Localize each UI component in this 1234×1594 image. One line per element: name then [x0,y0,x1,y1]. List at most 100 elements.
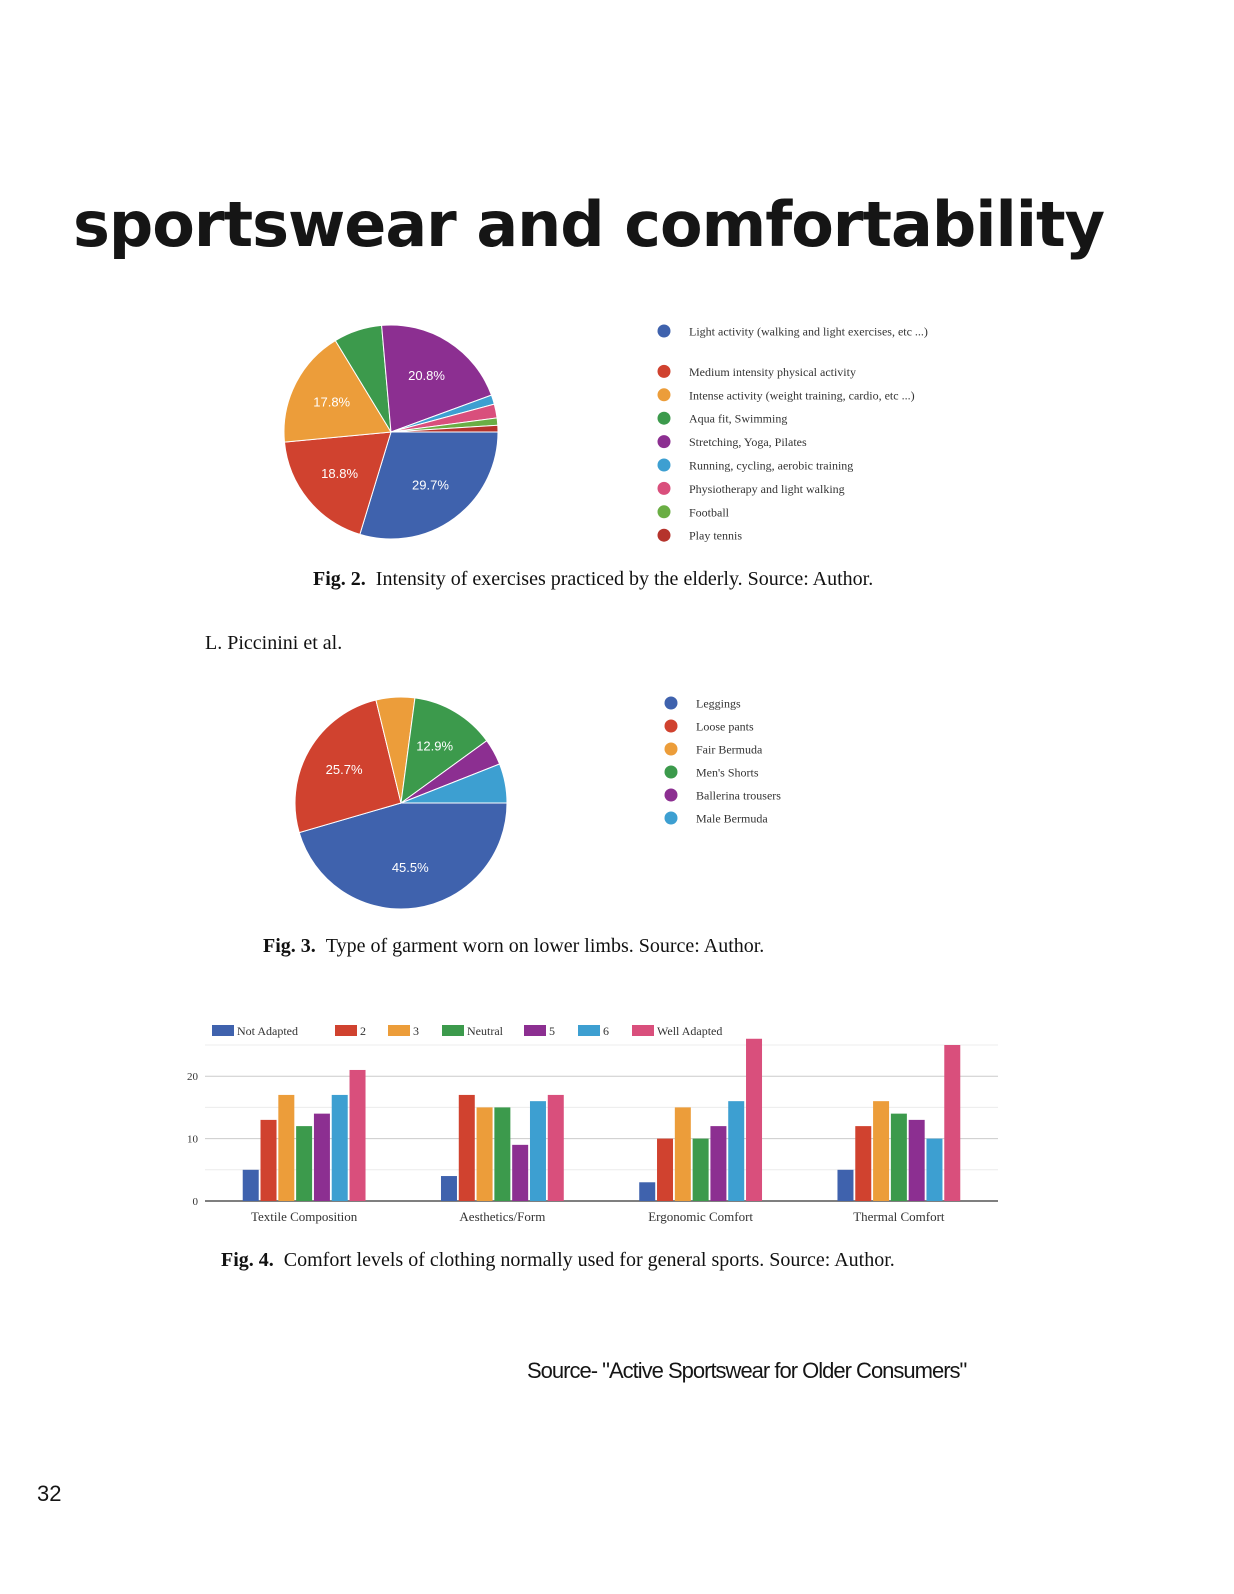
fig4-y-tick-0: 0 [193,1196,199,1208]
fig4-bar-4-2 [855,1126,872,1201]
fig2-slice-9 [390,424,499,433]
fig4-bar-1-2 [260,1119,277,1201]
fig2-legend-swatch-8 [657,505,671,519]
fig4-bar-3-5 [710,1126,727,1201]
fig2-legend-swatch-3 [657,388,671,402]
fig4-bar-1-6 [331,1094,348,1201]
fig2-slice-2 [283,431,392,535]
fig2-slice-1 [359,431,499,540]
fig3-legend-swatch-5 [664,788,678,802]
fig4-bar-1-5 [313,1113,330,1201]
fig3-slice-label-1: 45.5% [392,860,429,875]
fig4-bar-2-4 [494,1107,511,1201]
source-note: Source- "Active Sportswear for Older Con… [527,1358,967,1383]
fig4-y-tick-20: 20 [187,1071,199,1083]
fig2-legend-label-4: Aqua fit, Swimming [689,412,787,426]
fig2-legend-label-1: Light activity (walking and light exerci… [689,325,928,339]
fig4-bar-4-6 [926,1138,943,1201]
fig4-legend-label-1: Not Adapted [237,1024,298,1038]
fig4-legend-swatch-6 [578,1025,600,1036]
fig4-bar-2-7 [547,1094,564,1201]
fig4-bar-3-4 [692,1138,709,1201]
fig4-bar-chart: 0 10 20 Textile Composition Aesthetics/Form E… [187,1024,998,1224]
fig3-caption-text: Type of garment worn on lower limbs. Sou… [325,935,765,957]
fig4-legend-label-3: 3 [413,1024,419,1038]
fig2-slice-label-1: 29.7% [412,477,449,492]
fig2-slice-label-2: 18.8% [321,466,358,481]
fig2-slice-label-5: 20.8% [408,368,445,383]
fig3-legend-label-2: Loose pants [696,720,754,734]
fig4-bar-3-3 [674,1107,691,1201]
fig4-caption-label: Fig. 4. [221,1249,274,1271]
running-head: L. Piccinini et al. [205,632,343,654]
fig4-legend-label-5: 5 [549,1024,555,1038]
fig3-legend-swatch-3 [664,742,678,756]
fig3-slice-1 [298,802,508,910]
fig3-slice-4 [400,697,488,805]
fig4-legend-swatch-5 [524,1025,546,1036]
fig2-caption: Fig. 2. Intensity of exercises practiced … [313,568,873,591]
fig4-bar-2-2 [458,1094,475,1201]
fig4-bar-2-6 [529,1101,546,1201]
fig4-bar-4-1 [837,1169,854,1201]
fig2-legend-swatch-6 [657,458,671,472]
fig3-legend-label-6: Male Bermuda [696,812,768,826]
fig4-bar-1-7 [349,1069,366,1201]
fig4-legend-label-4: Neutral [467,1024,504,1038]
fig2-legend-label-6: Running, cycling, aerobic training [689,459,853,473]
fig2-legend-swatch-1 [657,324,671,338]
fig4-bar-4-3 [873,1101,890,1201]
fig2-legend-label-5: Stretching, Yoga, Pilates [689,435,807,449]
fig4-category-label-2: Aesthetics/Form [459,1209,545,1224]
fig2-legend-swatch-7 [657,481,671,495]
fig3-slice-2 [294,699,402,834]
fig4-legend-swatch-3 [388,1025,410,1036]
fig4-legend-label-6: 6 [603,1024,609,1038]
fig4-bar-3-1 [639,1182,656,1201]
fig4-bar-3-6 [728,1101,745,1201]
fig2-slice-5 [381,324,493,433]
fig3-pie-chart: 45.5% 25.7% 12.9% Leggings Loose pants Fair B… [294,696,781,910]
fig3-slice-label-2: 25.7% [326,762,363,777]
fig2-slice-label-3: 17.8% [313,394,350,409]
fig2-legend-label-2: Medium intensity physical activity [689,365,856,379]
page-number: 32 [37,1481,62,1506]
fig4-bar-1-3 [278,1094,295,1201]
fig3-legend-label-4: Men's Shorts [696,766,759,780]
fig2-legend-swatch-9 [657,528,671,542]
fig4-bar-1-4 [296,1126,313,1201]
fig4-legend-swatch-2 [335,1025,357,1036]
fig2-legend-label-7: Physiotherapy and light walking [689,482,845,496]
fig3-legend-label-1: Leggings [696,697,741,711]
fig4-category-label-4: Thermal Comfort [853,1209,945,1224]
fig4-bar-2-3 [476,1107,493,1201]
fig4-bar-4-7 [944,1045,961,1201]
fig3-legend-swatch-4 [664,765,678,779]
fig2-legend-label-3: Intense activity (weight training, cardi… [689,388,915,402]
fig3-legend-label-5: Ballerina trousers [696,789,781,803]
fig4-legend-swatch-7 [632,1025,654,1036]
fig4-bar-4-4 [890,1113,907,1201]
fig2-legend-swatch-4 [657,411,671,425]
fig4-category-label-3: Ergonomic Comfort [648,1209,753,1224]
fig4-category-label-1: Textile Composition [251,1209,358,1224]
fig3-caption-label: Fig. 3. [263,935,316,957]
fig3-caption: Fig. 3. Type of garment worn on lower lim… [263,935,764,958]
fig3-slice-6 [400,763,508,804]
fig2-legend-label-9: Play tennis [689,529,742,543]
fig4-bar-2-1 [440,1176,457,1201]
fig4-bar-3-2 [657,1138,674,1201]
fig2-slice-3 [283,339,392,443]
fig3-legend-swatch-1 [664,696,678,710]
fig4-legend-label-2: 2 [360,1024,366,1038]
fig2-legend-label-8: Football [689,505,730,519]
fig3-legend-label-3: Fair Bermuda [696,743,763,757]
fig3-slice-label-4: 12.9% [416,739,453,754]
fig4-bar-1-1 [242,1169,259,1201]
fig3-legend-swatch-6 [664,811,678,825]
fig4-legend-swatch-1 [212,1025,234,1036]
fig2-caption-text: Intensity of exercises practiced by the … [375,568,874,590]
fig3-legend-swatch-2 [664,719,678,733]
fig2-pie-chart: 29.7% 18.8% 17.8% 20.8% Light activity (walk… [283,324,928,543]
page-title: sportswear and comfortability [73,188,1105,261]
